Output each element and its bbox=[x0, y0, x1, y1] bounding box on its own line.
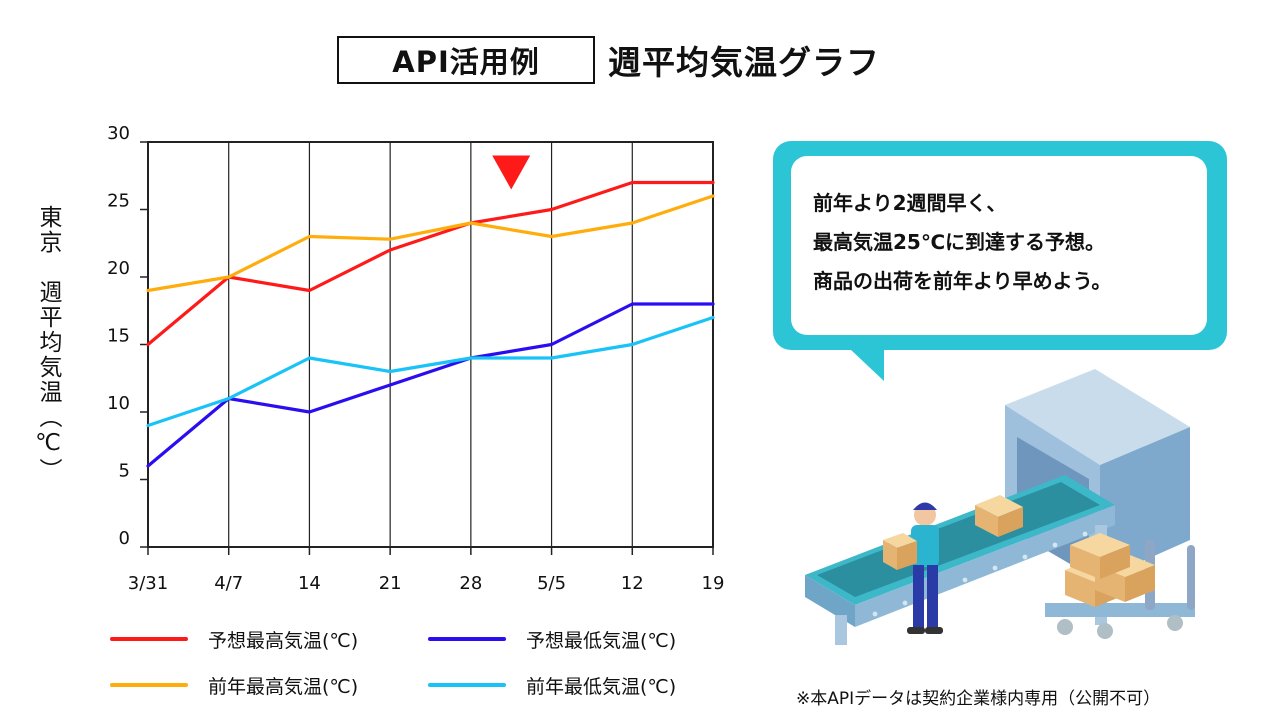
speech-bubble: 前年より2週間早く、 最高気温25℃に到達する予想。 商品の出荷を前年より早めよ… bbox=[773, 141, 1227, 350]
x-tick-label: 28 bbox=[459, 573, 482, 594]
y-tick-label: 20 bbox=[107, 258, 130, 279]
x-tick-label: 12 bbox=[621, 573, 644, 594]
api-example-badge: API活用例 bbox=[337, 36, 595, 84]
legend-label: 前年最低気温(℃) bbox=[526, 675, 677, 698]
chart-legend: 予想最高気温(℃) 予想最低気温(℃) 前年最高気温(℃) 前年最低気温(℃) bbox=[110, 624, 750, 704]
legend-item-lastyear-low: 前年最低気温(℃) bbox=[428, 670, 676, 700]
x-tick-label: 14 bbox=[298, 573, 321, 594]
legend-swatch bbox=[428, 637, 506, 641]
conveyor-worker-illustration bbox=[805, 369, 1195, 645]
x-tick-label: 19 bbox=[702, 573, 725, 594]
bubble-line: 最高気温25℃に到達する予想。 bbox=[813, 230, 1106, 254]
weekly-temperature-chart: 0 5 10 15 20 25 30 3/31 4/7 14 21 28 5/5 12 19 bbox=[107, 123, 725, 594]
y-tick-label: 10 bbox=[107, 393, 130, 414]
legend-item-forecast-high: 予想最高気温(℃) bbox=[110, 624, 358, 654]
y-tick-label: 5 bbox=[119, 461, 130, 482]
x-tick-label: 21 bbox=[379, 573, 402, 594]
series-line-2 bbox=[146, 302, 715, 468]
legend-label: 前年最高気温(℃) bbox=[208, 675, 359, 698]
title-row: API活用例 週平均気温グラフ bbox=[0, 36, 1280, 86]
y-tick-label: 25 bbox=[107, 191, 130, 212]
y-tick-label: 15 bbox=[107, 326, 130, 347]
y-tick-label: 30 bbox=[107, 123, 130, 144]
legend-swatch bbox=[110, 637, 188, 641]
bubble-line: 商品の出荷を前年より早めよう。 bbox=[813, 269, 1112, 293]
series-line-3 bbox=[146, 315, 715, 428]
page-title: 週平均気温グラフ bbox=[608, 43, 880, 82]
legend-label: 予想最高気温(℃) bbox=[208, 629, 359, 652]
legend-item-lastyear-high: 前年最高気温(℃) bbox=[110, 670, 358, 700]
x-tick-label: 3/31 bbox=[128, 573, 168, 594]
y-tick-label: 0 bbox=[119, 528, 130, 549]
bubble-line: 前年より2週間早く、 bbox=[813, 191, 1007, 215]
legend-item-forecast-low: 予想最低気温(℃) bbox=[428, 624, 676, 654]
series-line-1 bbox=[146, 194, 715, 293]
x-tick-label: 4/7 bbox=[214, 573, 243, 594]
speech-bubble-tail bbox=[850, 349, 884, 381]
legend-swatch bbox=[110, 683, 188, 687]
marker-triangle bbox=[492, 155, 531, 190]
footnote: ※本APIデータは契約企業様内専用（公開不可） bbox=[796, 689, 1161, 709]
legend-label: 予想最低気温(℃) bbox=[526, 629, 677, 652]
legend-swatch bbox=[428, 683, 506, 687]
series-line-0 bbox=[146, 180, 715, 347]
x-tick-label: 5/5 bbox=[537, 573, 566, 594]
y-axis-label: 東京 週平均気温（℃） bbox=[35, 205, 61, 483]
speech-bubble-body: 前年より2週間早く、 最高気温25℃に到達する予想。 商品の出荷を前年より早めよ… bbox=[791, 156, 1207, 335]
